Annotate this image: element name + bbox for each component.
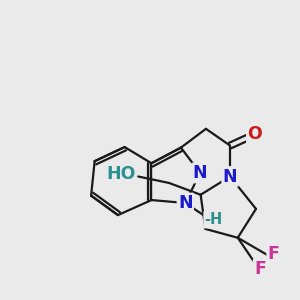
Text: N: N bbox=[193, 164, 207, 182]
Text: -H: -H bbox=[205, 212, 223, 227]
Text: F: F bbox=[254, 260, 266, 278]
Text: F: F bbox=[268, 244, 280, 262]
Text: O: O bbox=[248, 125, 262, 143]
Text: HO: HO bbox=[106, 165, 135, 183]
Text: N: N bbox=[223, 167, 237, 185]
Text: N: N bbox=[178, 194, 193, 212]
